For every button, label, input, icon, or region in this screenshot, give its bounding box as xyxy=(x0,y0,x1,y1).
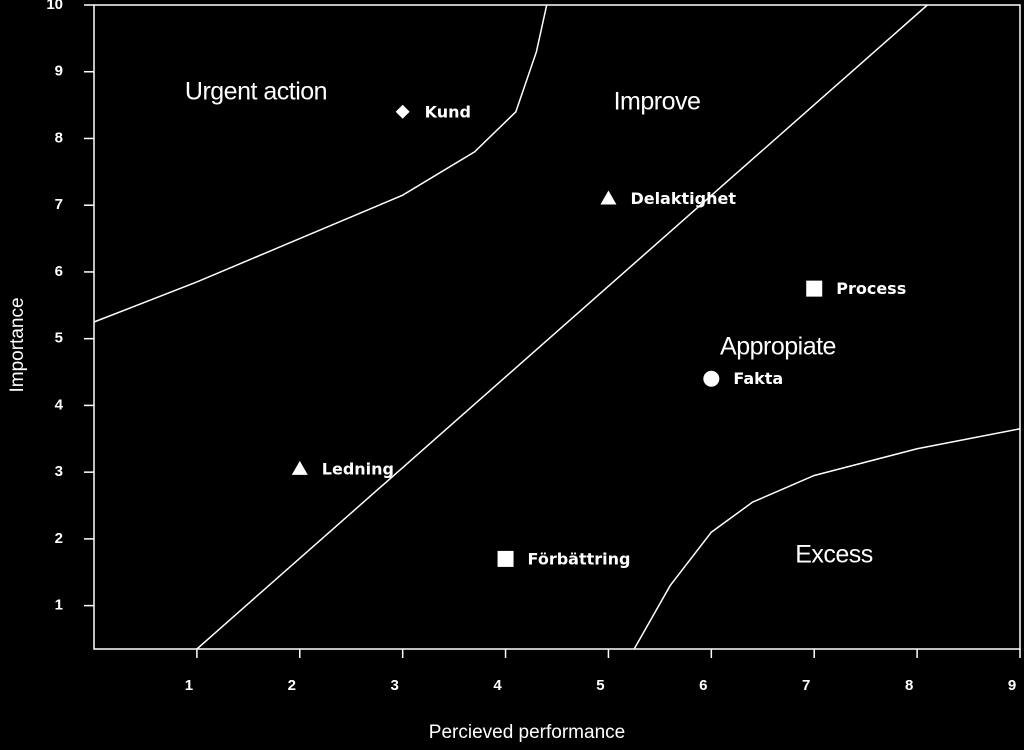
region-boundary xyxy=(93,4,548,323)
region-label: Improve xyxy=(614,88,701,116)
point-label: Förbättring xyxy=(528,549,631,568)
y-tick-label: 8 xyxy=(55,129,63,146)
x-tick-label: 8 xyxy=(905,677,913,694)
plot-frame xyxy=(93,4,1021,650)
region-boundary xyxy=(633,428,1021,650)
y-tick-label: 5 xyxy=(55,330,63,347)
region-label: Appropiate xyxy=(720,333,836,361)
y-tick-label: 1 xyxy=(55,597,63,614)
y-tick-label: 10 xyxy=(46,0,63,13)
x-tick-label: 1 xyxy=(185,677,193,694)
x-tick-label: 2 xyxy=(288,677,296,694)
point xyxy=(600,190,617,205)
point-label: Kund xyxy=(425,102,471,121)
x-tick-label: 9 xyxy=(1008,677,1016,694)
point xyxy=(806,280,823,297)
y-axis-label: Importance xyxy=(7,297,28,392)
y-tick-label: 7 xyxy=(55,196,63,213)
point-label: Process xyxy=(836,279,906,298)
region-boundary xyxy=(196,4,928,650)
x-tick-label: 7 xyxy=(802,677,810,694)
y-tick-label: 4 xyxy=(55,396,64,413)
y-tick-label: 9 xyxy=(55,63,63,80)
x-tick-label: 4 xyxy=(493,677,502,694)
point-label: Ledning xyxy=(322,459,394,478)
point-label: Delaktighet xyxy=(630,189,736,208)
x-tick-label: 3 xyxy=(390,677,398,694)
point xyxy=(395,104,410,119)
x-tick-label: 6 xyxy=(699,677,707,694)
x-axis-label: Percieved performance xyxy=(429,722,625,743)
y-tick-label: 6 xyxy=(55,263,63,280)
y-tick-label: 2 xyxy=(55,530,63,547)
point xyxy=(703,370,720,387)
point xyxy=(291,460,308,475)
x-tick-label: 5 xyxy=(596,677,604,694)
region-label: Excess xyxy=(795,541,873,569)
region-label: Urgent action xyxy=(185,78,327,106)
point-label: Fakta xyxy=(733,369,783,388)
y-tick-label: 3 xyxy=(55,463,63,480)
point xyxy=(497,550,514,567)
